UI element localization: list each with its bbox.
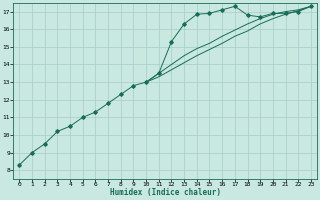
X-axis label: Humidex (Indice chaleur): Humidex (Indice chaleur) (110, 188, 220, 197)
